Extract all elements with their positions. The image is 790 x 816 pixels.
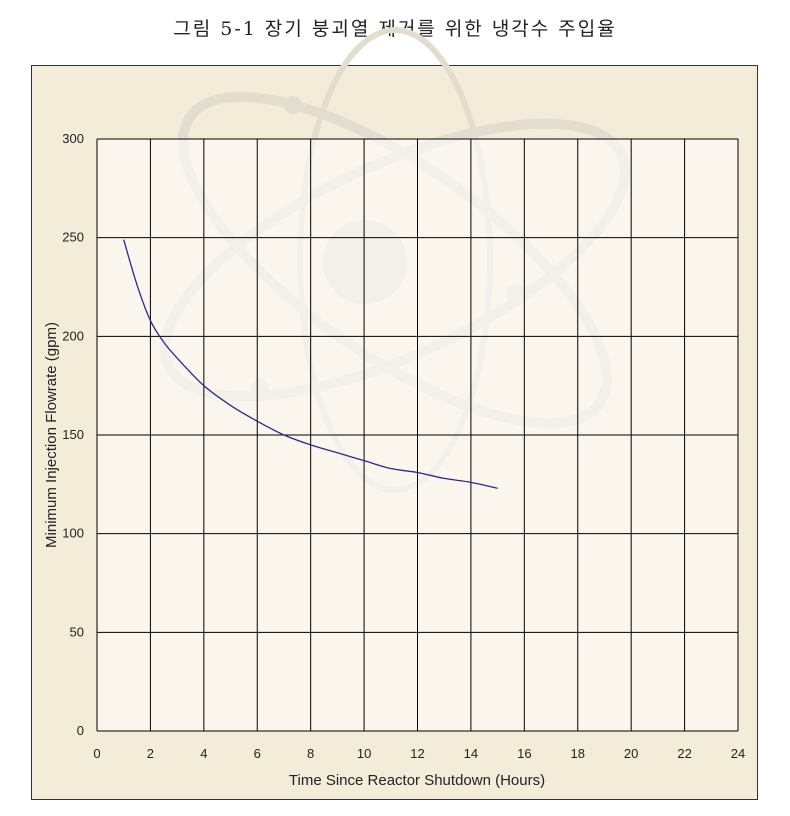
y-tick-label: 200: [62, 328, 84, 343]
y-tick-label: 300: [62, 131, 84, 146]
y-tick-label: 250: [62, 230, 84, 245]
x-tick-labels: 0 2 4 6 8 10 12 14 16 18 20 22 24: [93, 746, 745, 761]
y-tick-label: 100: [62, 526, 84, 541]
y-tick-label: 150: [62, 427, 84, 442]
y-tick-label: 50: [70, 624, 84, 639]
y-axis-title: Minimum Injection Flowrate (gpm): [43, 322, 60, 548]
x-tick-label: 14: [464, 746, 478, 761]
chart-panel: [31, 65, 758, 800]
x-tick-label: 24: [731, 746, 745, 761]
x-tick-label: 18: [571, 746, 585, 761]
x-tick-label: 2: [147, 746, 154, 761]
watermark-electron: [284, 96, 302, 114]
x-tick-label: 10: [357, 746, 371, 761]
x-tick-label: 4: [200, 746, 207, 761]
x-tick-label: 20: [624, 746, 638, 761]
x-tick-label: 16: [517, 746, 531, 761]
x-tick-label: 22: [677, 746, 691, 761]
x-axis-title: Time Since Reactor Shutdown (Hours): [289, 772, 545, 789]
grid-lines: [96, 138, 739, 732]
x-tick-label: 0: [93, 746, 100, 761]
y-tick-label: 0: [77, 723, 84, 738]
series-line: [123, 239, 498, 489]
y-tick-labels: 0 50 100 150 200 250 300: [62, 131, 84, 738]
x-tick-label: 12: [410, 746, 424, 761]
x-tick-label: 6: [254, 746, 261, 761]
x-tick-label: 8: [307, 746, 314, 761]
